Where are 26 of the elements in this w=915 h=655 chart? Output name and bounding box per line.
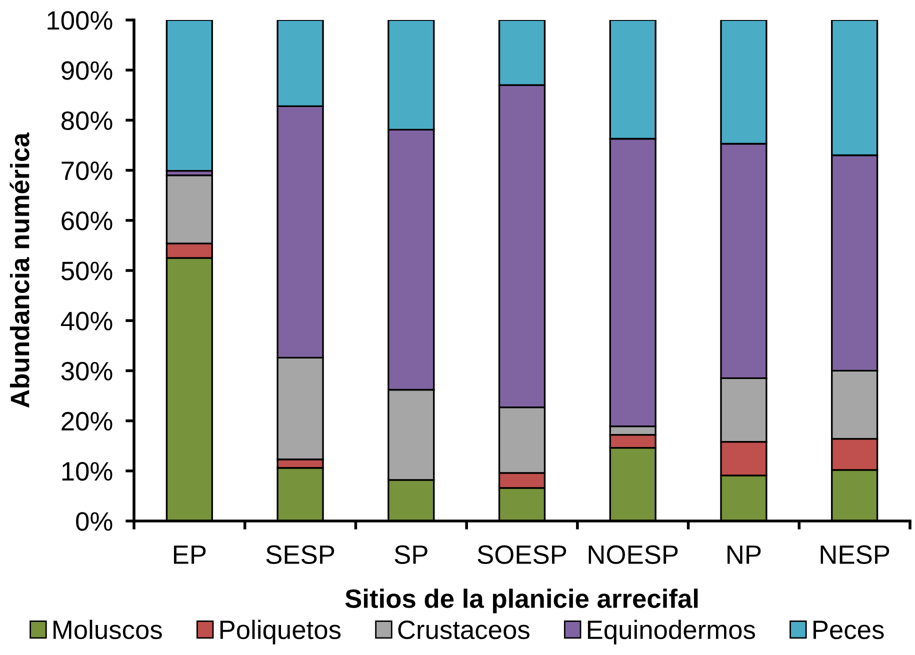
y-tick-label: 60%	[62, 212, 112, 230]
legend-label: Poliquetos	[220, 620, 341, 644]
x-tick-label: SESP	[266, 545, 334, 564]
legend-label: Moluscos	[54, 620, 162, 640]
legend-label: Crustaceos	[398, 620, 530, 640]
x-tick-label: NESP	[820, 545, 890, 564]
y-tick-label: 70%	[62, 161, 112, 180]
bar	[166, 20, 213, 172]
x-tick-label: NP	[728, 546, 761, 564]
legend-label: Equinodermos	[588, 620, 756, 644]
y-tick-label: 50%	[61, 262, 112, 280]
x-tick-label: EP	[174, 546, 206, 564]
y-axis-title: Abundancia numérica	[10, 132, 30, 408]
y-tick-label: 100%	[48, 11, 112, 30]
y-tick-label: 40%	[60, 312, 112, 330]
x-tick-label: NOESP	[588, 545, 678, 564]
y-tick-label: 0%	[76, 512, 112, 531]
legend-label: Peces	[814, 620, 884, 640]
x-axis-title: Sitios de la planicie arrecifal	[345, 588, 698, 614]
x-tick-label: SP	[394, 545, 428, 564]
x-tick-label: SOESP	[478, 545, 566, 564]
y-tick-label: 80%	[62, 111, 112, 130]
y-tick-label: 20%	[62, 412, 112, 431]
y-tick-label: 30%	[61, 362, 112, 381]
y-tick-label: 90%	[62, 61, 112, 80]
y-tick-label: 10%	[62, 462, 112, 481]
